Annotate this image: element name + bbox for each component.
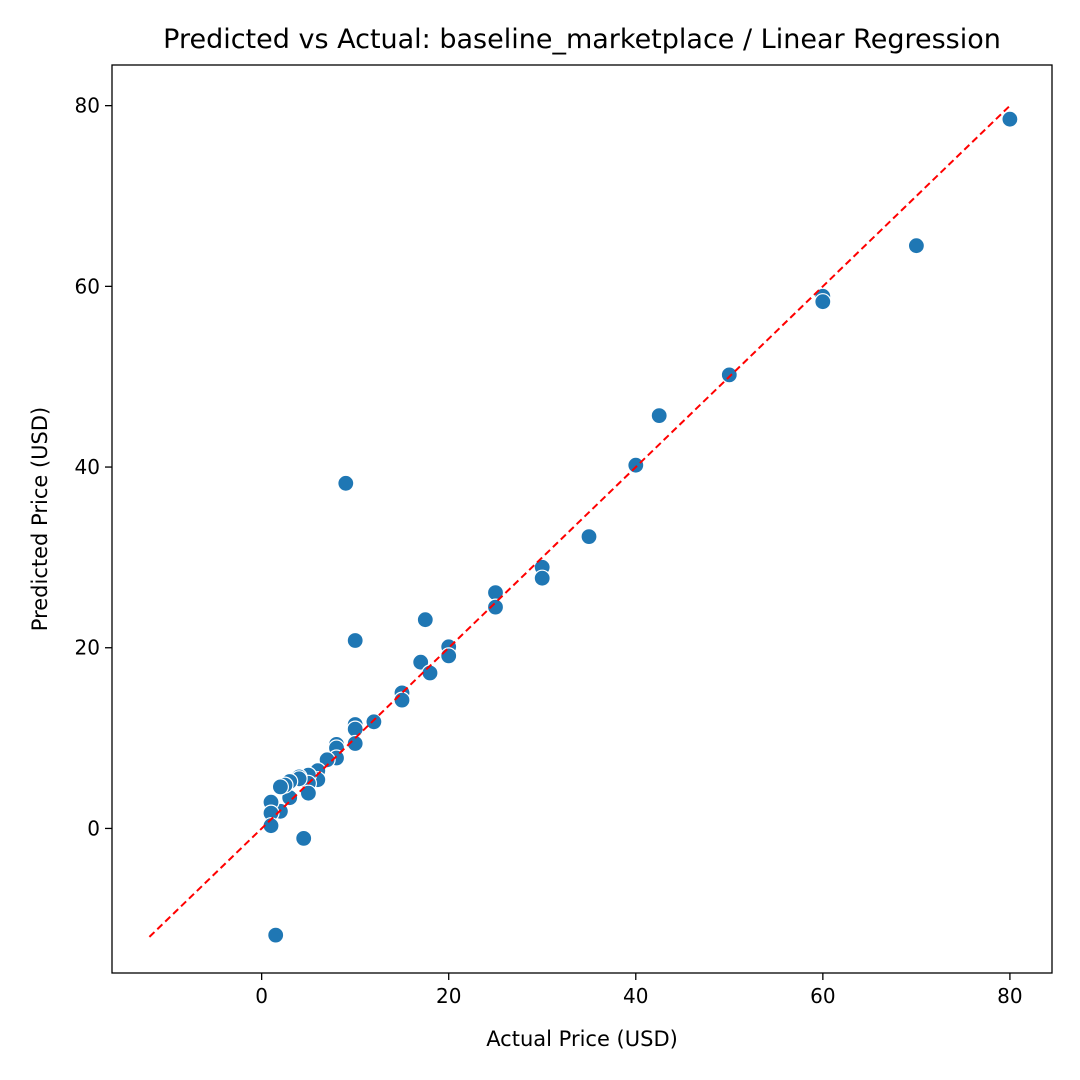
data-point [440, 647, 458, 665]
data-point [1001, 110, 1019, 128]
data-point [346, 720, 364, 738]
data-point [346, 734, 364, 753]
data-point [627, 456, 645, 474]
data-point [486, 598, 505, 616]
x-tick-label: 20 [436, 984, 461, 1008]
plot-area [148, 104, 1019, 944]
x-tick-label: 80 [997, 984, 1022, 1008]
x-tick-label: 60 [810, 984, 835, 1008]
y-tick-label: 40 [75, 455, 100, 479]
x-axis-label: Actual Price (USD) [486, 1027, 678, 1051]
data-point [580, 527, 598, 546]
axis-ticks: 0 20 40 60 80 0 20 40 60 80 [75, 94, 1023, 1008]
plot-frame [111, 64, 1053, 974]
data-point [416, 611, 434, 629]
chart-title: Predicted vs Actual: baseline_marketplac… [163, 24, 1001, 55]
data-point [299, 784, 317, 802]
data-point [346, 631, 364, 650]
x-tick-label: 40 [623, 984, 648, 1008]
data-point [318, 751, 336, 769]
reference-line [148, 104, 1011, 938]
x-tick-label: 0 [255, 984, 268, 1008]
data-point [262, 817, 280, 835]
data-point [295, 829, 313, 848]
data-point [412, 653, 430, 671]
y-tick-label: 80 [75, 94, 100, 118]
data-point [421, 664, 439, 682]
y-axis-label: Predicted Price (USD) [28, 407, 52, 631]
data-point [907, 237, 926, 255]
data-point [720, 366, 738, 384]
data-point [271, 778, 289, 796]
data-point [814, 293, 832, 311]
data-point [533, 569, 551, 587]
data-point [267, 926, 285, 944]
data-point [393, 691, 411, 709]
data-point [337, 474, 355, 492]
data-point [650, 407, 668, 425]
y-tick-label: 0 [87, 816, 100, 840]
data-point [365, 713, 383, 731]
y-tick-label: 20 [75, 636, 100, 660]
y-tick-label: 60 [75, 274, 100, 298]
